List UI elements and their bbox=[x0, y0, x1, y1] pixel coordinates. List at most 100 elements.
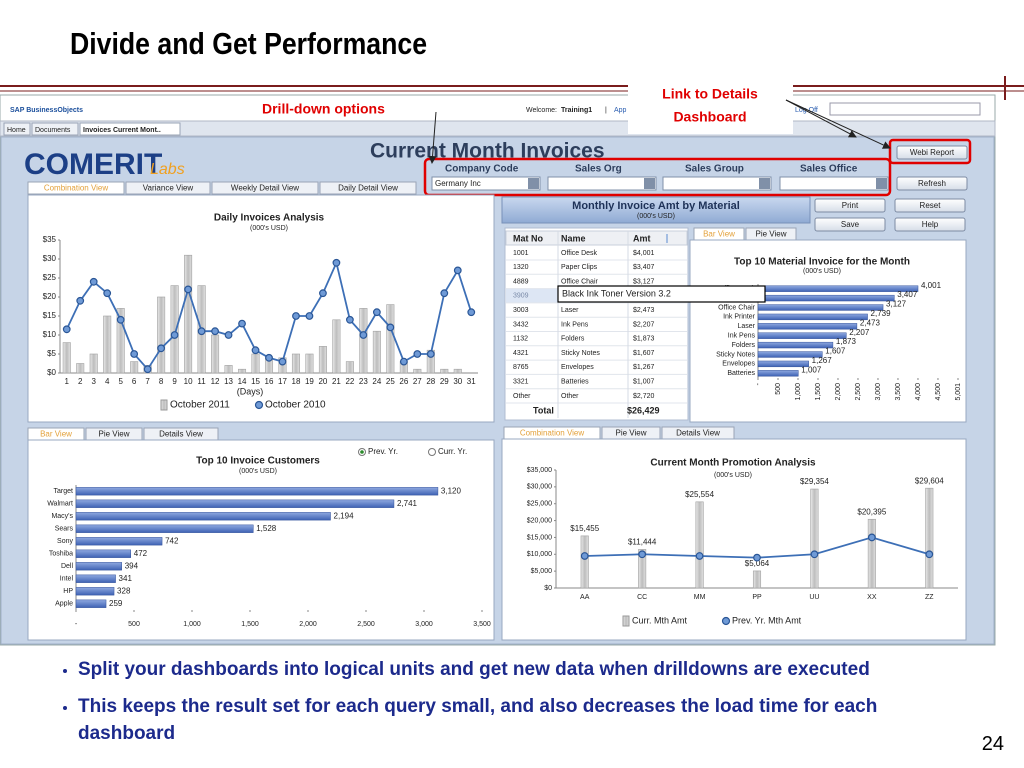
button-label[interactable]: Print bbox=[842, 201, 859, 210]
button-label[interactable]: Reset bbox=[920, 201, 942, 210]
x-tick-label: 1 bbox=[65, 377, 70, 386]
y-tick-label: Folders bbox=[732, 342, 756, 349]
x-tick-label: 5,001 bbox=[955, 383, 962, 401]
bar bbox=[116, 308, 125, 374]
bar bbox=[75, 562, 122, 571]
button[interactable] bbox=[814, 217, 886, 232]
radio-label[interactable]: Prev. Yr. bbox=[368, 447, 398, 456]
view-tab[interactable] bbox=[211, 181, 319, 195]
legend-swatch bbox=[254, 400, 264, 410]
view-tab[interactable] bbox=[125, 181, 211, 195]
x-tick-label: 7 bbox=[145, 377, 150, 386]
filter-dropdown[interactable] bbox=[662, 176, 772, 191]
portal-tab-label[interactable]: Invoices Current Mont.. bbox=[83, 127, 161, 134]
bar bbox=[757, 294, 895, 302]
x-tick-label: 1,000 bbox=[183, 621, 201, 628]
table-cell: 4889 bbox=[513, 278, 529, 285]
button-label[interactable]: Refresh bbox=[918, 179, 946, 188]
view-tab[interactable] bbox=[319, 181, 417, 195]
bar bbox=[305, 353, 314, 374]
view-tab-label[interactable]: Daily Detail View bbox=[338, 184, 398, 193]
y-tick-label: $10 bbox=[43, 330, 57, 339]
view-tab-label[interactable]: Pie View bbox=[99, 430, 130, 439]
view-tab-label[interactable]: Combination View bbox=[520, 429, 585, 438]
bar bbox=[810, 488, 819, 589]
x-tick-label: 10 bbox=[184, 377, 193, 386]
button[interactable] bbox=[894, 217, 966, 232]
bar bbox=[580, 535, 589, 589]
bar bbox=[170, 285, 179, 374]
table-cell: Envelopes bbox=[561, 364, 594, 371]
button-label[interactable]: Webi Report bbox=[910, 148, 955, 157]
button-label[interactable]: Save bbox=[841, 220, 860, 229]
x-tick-label: 18 bbox=[292, 377, 301, 386]
table-cell: $1,873 bbox=[633, 336, 655, 343]
view-tab-label[interactable]: Combination View bbox=[44, 184, 109, 193]
radio[interactable] bbox=[428, 448, 436, 456]
filter-dropdown[interactable] bbox=[547, 176, 657, 191]
point bbox=[319, 289, 327, 298]
view-tab[interactable] bbox=[27, 181, 125, 195]
table-title: Monthly Invoice Amt by Material bbox=[572, 200, 740, 212]
filter-value[interactable]: Germany Inc bbox=[435, 179, 481, 188]
view-tab-label[interactable]: Details View bbox=[159, 430, 203, 439]
slide-title: Divide and Get Performance bbox=[70, 26, 428, 61]
x-tick-label: 28 bbox=[426, 377, 435, 386]
legend-label: Curr. Mth Amt bbox=[632, 615, 688, 625]
x-tick-label: CC bbox=[637, 594, 647, 601]
legend-swatch bbox=[721, 616, 731, 626]
y-tick-label: Target bbox=[54, 488, 74, 495]
button[interactable] bbox=[894, 198, 966, 213]
y-tick-label: Intel bbox=[60, 576, 74, 583]
view-tab-label[interactable]: Pie View bbox=[756, 230, 787, 239]
x-tick-label: AA bbox=[580, 594, 590, 601]
filter-dropdown[interactable] bbox=[431, 176, 541, 191]
x-tick-label: 2,500 bbox=[357, 621, 375, 628]
y-tick-label: $20 bbox=[43, 292, 57, 301]
radio-label[interactable]: Curr. Yr. bbox=[438, 447, 467, 456]
point bbox=[278, 357, 287, 366]
point bbox=[386, 323, 395, 332]
y-tick-label: $25 bbox=[43, 273, 57, 282]
view-tab-label[interactable]: Variance View bbox=[143, 184, 194, 193]
x-tick-label: - bbox=[755, 382, 762, 385]
x-tick-label: 2,000 bbox=[835, 383, 842, 401]
data-label: 2,741 bbox=[397, 499, 418, 508]
y-tick-label: $5,000 bbox=[531, 568, 553, 575]
table-header: Mat No bbox=[513, 233, 543, 243]
x-tick-label: - bbox=[75, 621, 78, 628]
bar bbox=[757, 360, 809, 368]
view-tab-label[interactable]: Bar View bbox=[703, 230, 735, 239]
point bbox=[399, 357, 408, 366]
table-cell: Other bbox=[561, 393, 579, 400]
button-label[interactable]: Help bbox=[922, 220, 939, 229]
bar bbox=[130, 361, 139, 374]
view-tab-label[interactable]: Bar View bbox=[40, 430, 72, 439]
table-total-label: Total bbox=[533, 405, 554, 415]
button[interactable] bbox=[814, 198, 886, 213]
portal-tab-label[interactable]: Documents bbox=[35, 127, 71, 134]
portal-tab-label[interactable]: Home bbox=[7, 127, 26, 134]
x-tick-label: 3,500 bbox=[895, 383, 902, 401]
view-tab-label[interactable]: Pie View bbox=[616, 429, 647, 438]
table-cell: Laser bbox=[561, 307, 579, 314]
button[interactable] bbox=[896, 176, 968, 191]
dropdown-arrow bbox=[759, 178, 770, 189]
data-label: $15,455 bbox=[570, 524, 599, 533]
y-tick-label: Sony bbox=[57, 538, 73, 545]
brand-sub: Labs bbox=[150, 161, 185, 178]
table-cell: 1320 bbox=[513, 264, 529, 271]
view-tab-label[interactable]: Weekly Detail View bbox=[231, 184, 299, 193]
x-tick-label: 500 bbox=[128, 621, 140, 628]
bar bbox=[386, 304, 395, 374]
bar bbox=[757, 341, 834, 349]
point bbox=[76, 296, 85, 305]
view-tab-label[interactable]: Details View bbox=[676, 429, 720, 438]
app-link[interactable]: App bbox=[614, 107, 627, 114]
filter-dropdown[interactable] bbox=[779, 176, 889, 191]
x-tick-label: 31 bbox=[467, 377, 476, 386]
button[interactable] bbox=[896, 145, 968, 160]
data-label: 328 bbox=[117, 586, 131, 595]
chart-title: Daily Invoices Analysis bbox=[214, 213, 325, 224]
